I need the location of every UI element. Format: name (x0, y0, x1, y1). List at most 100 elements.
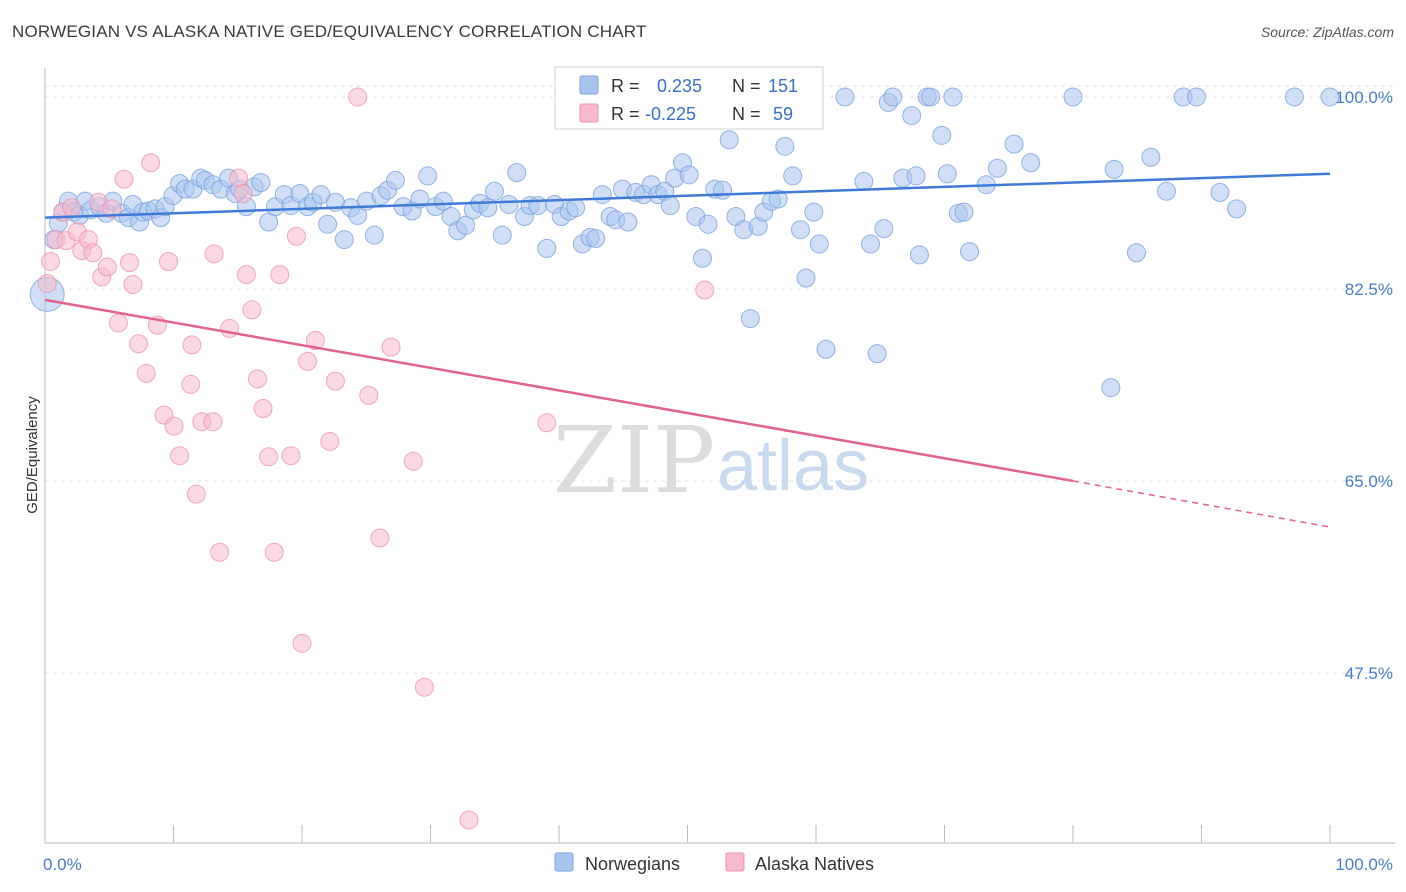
data-point (364, 225, 384, 245)
trend-lines (44, 172, 1331, 528)
data-point (906, 166, 926, 186)
series-norwegians (29, 87, 1340, 398)
chart-title: NORWEGIAN VS ALASKA NATIVE GED/EQUIVALEN… (12, 22, 647, 41)
data-point (433, 191, 453, 211)
data-point (318, 214, 338, 234)
data-point (62, 198, 82, 218)
data-point (102, 199, 122, 219)
data-point (334, 230, 354, 250)
legend-r-label-blue: R = (611, 76, 640, 96)
y-axis-label: GED/Equivalency (24, 396, 41, 514)
data-point (695, 280, 715, 300)
data-point (693, 248, 713, 268)
data-point (359, 385, 379, 405)
data-point (325, 371, 345, 391)
data-point (1104, 159, 1124, 179)
data-point (566, 198, 586, 218)
x-tick-labels: 0.0% 100.0% (43, 855, 1393, 874)
data-point (660, 196, 680, 216)
data-point (1004, 134, 1024, 154)
data-point (128, 334, 148, 354)
data-point (242, 300, 262, 320)
data-point (507, 163, 527, 183)
y-tick-label: 82.5% (1345, 280, 1393, 299)
data-point (251, 173, 271, 193)
data-point (292, 633, 312, 653)
x-tick-label: 0.0% (43, 855, 82, 874)
data-point (1021, 153, 1041, 173)
data-point (37, 273, 57, 293)
trend-line-alaska-natives (44, 298, 1074, 483)
legend-r-label-pink: R = (611, 104, 640, 124)
data-point (484, 181, 504, 201)
data-point (492, 225, 512, 245)
data-point (902, 106, 922, 126)
data-point (164, 416, 184, 436)
data-point (954, 202, 974, 222)
data-point (305, 331, 325, 351)
series-legend-label-alaska-natives: Alaska Natives (755, 854, 874, 874)
series-legend-swatch-norwegians (554, 852, 574, 872)
data-point (141, 153, 161, 173)
data-point (286, 226, 306, 246)
data-point (943, 87, 963, 107)
data-point (1126, 243, 1146, 263)
data-point (1320, 87, 1340, 107)
data-point (1101, 378, 1121, 398)
data-point (210, 542, 230, 562)
y-tick-label: 47.5% (1345, 664, 1393, 683)
series-legend-label-norwegians: Norwegians (585, 854, 680, 874)
trend-line-alaska-natives-extension (1072, 480, 1331, 528)
data-point (861, 234, 881, 254)
data-point (253, 399, 273, 419)
data-point (41, 252, 61, 272)
legend-r-value-blue: 0.235 (657, 76, 702, 96)
data-point (867, 344, 887, 364)
legend-swatch-pink (579, 103, 599, 123)
data-point (537, 238, 557, 258)
data-point (182, 335, 202, 355)
data-point (537, 413, 557, 433)
data-point (385, 170, 405, 190)
y-tick-label: 100.0% (1335, 88, 1393, 107)
data-point (459, 810, 479, 830)
data-point (259, 447, 279, 467)
legend-n-value-pink: 59 (773, 104, 793, 124)
data-point (1210, 182, 1230, 202)
data-point (370, 528, 390, 548)
data-point (456, 215, 476, 235)
data-point (960, 242, 980, 262)
data-point (83, 243, 103, 263)
legend-n-label-pink: N = (732, 104, 761, 124)
data-point (136, 363, 156, 383)
data-point (883, 87, 903, 107)
data-point (740, 309, 760, 329)
data-point (120, 253, 140, 273)
y-tick-label: 65.0% (1345, 472, 1393, 491)
data-point (796, 268, 816, 288)
data-point (1156, 181, 1176, 201)
data-point (108, 313, 128, 333)
axes (44, 68, 1395, 844)
data-point (816, 339, 836, 359)
data-point (1141, 147, 1161, 167)
data-point (698, 214, 718, 234)
source-credit: Source: ZipAtlas.com (1260, 24, 1394, 40)
data-point (170, 446, 190, 466)
data-point (932, 125, 952, 145)
data-point (1186, 87, 1206, 107)
data-point (790, 220, 810, 240)
series-legend-swatch-alaska-natives (725, 852, 745, 872)
trend-line-norwegians (44, 172, 1331, 219)
y-tick-labels: 47.5% 65.0% 82.5% 100.0% (1335, 88, 1393, 683)
data-point (835, 87, 855, 107)
data-point (204, 244, 224, 264)
legend-r-value-pink: -0.225 (645, 104, 696, 124)
data-point (114, 169, 134, 189)
watermark: ZIP atlas (553, 407, 869, 514)
data-point (719, 130, 739, 150)
data-point (418, 166, 438, 186)
data-point (236, 265, 256, 285)
data-point (123, 275, 143, 295)
